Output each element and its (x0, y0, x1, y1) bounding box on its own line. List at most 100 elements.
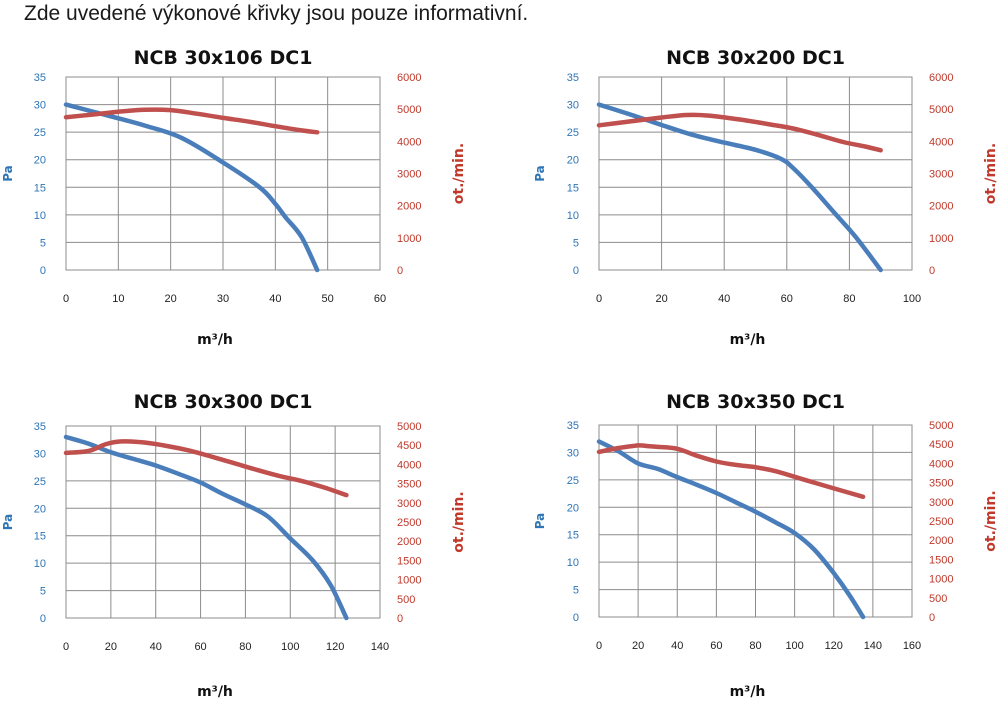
chart-ncb-30x350: NCB 30x350 DC1 0 5 10 15 20 25 30 35 0 500 1000 1500… (533, 391, 999, 700)
y2-tick-label: 5000 (929, 420, 953, 432)
x-tick-label: 100 (281, 641, 299, 653)
x-tick-label: 60 (710, 640, 722, 652)
x-tick-label: 20 (165, 293, 177, 305)
y2-tick-label: 0 (397, 613, 403, 625)
y2-tick-label: 500 (397, 594, 415, 606)
x-tick-label: 140 (864, 640, 882, 652)
y-tick-label: 35 (567, 420, 579, 432)
y-tick-label: 10 (567, 557, 579, 569)
series-line-pressure (596, 102, 883, 273)
y-axis-label: Pa (1, 165, 15, 182)
x-tick-label: 140 (371, 641, 389, 653)
y-tick-label: 0 (573, 612, 579, 624)
x-axis-label: m³/h (730, 684, 766, 700)
chart-title: NCB 30x350 DC1 (666, 391, 845, 413)
y-tick-label: 25 (34, 476, 46, 488)
y2-tick-label: 4500 (397, 440, 421, 452)
y-tick-label: 5 (573, 585, 579, 597)
y2-tick-label: 6000 (397, 72, 421, 84)
y-axis-label: Pa (533, 165, 547, 182)
y2-tick-label: 3000 (397, 498, 421, 510)
y-tick-label: 35 (34, 72, 46, 84)
y2-axis-label: ot./min. (983, 143, 999, 204)
y2-tick-label: 1000 (397, 575, 421, 587)
x-tick-label: 80 (749, 640, 761, 652)
x-tick-label: 80 (843, 293, 855, 305)
y2-tick-label: 6000 (929, 72, 953, 84)
y2-tick-label: 0 (397, 265, 403, 277)
chart-ncb-30x300: NCB 30x300 DC105101520253035050010001500… (1, 391, 467, 700)
y-tick-label: 5 (573, 237, 579, 249)
y2-axis-label: ot./min. (451, 491, 467, 552)
y2-tick-label: 500 (929, 593, 947, 605)
y-tick-label: 30 (567, 447, 579, 459)
y2-tick-label: 1500 (397, 555, 421, 567)
x-axis-label: m³/h (197, 332, 233, 348)
x-tick-label: 40 (718, 293, 730, 305)
x-tick-label: 60 (194, 641, 206, 653)
x-tick-label: 50 (322, 293, 334, 305)
y2-tick-label: 4000 (397, 136, 421, 148)
y2-tick-label: 4000 (929, 136, 953, 148)
y2-tick-label: 2000 (397, 201, 421, 213)
y-tick-label: 20 (34, 503, 46, 515)
x-tick-label: 160 (903, 640, 921, 652)
x-axis-label: m³/h (730, 332, 766, 348)
x-tick-label: 120 (326, 641, 344, 653)
x-tick-label: 40 (150, 641, 162, 653)
y2-tick-label: 3000 (397, 169, 421, 181)
y2-tick-label: 4000 (397, 459, 421, 471)
y-tick-label: 5 (40, 586, 46, 598)
y-tick-label: 0 (40, 613, 46, 625)
series-line-rpm (596, 112, 883, 153)
y-tick-label: 25 (567, 475, 579, 487)
y2-tick-label: 3500 (397, 479, 421, 491)
y-tick-label: 25 (567, 127, 579, 139)
y2-tick-label: 0 (929, 265, 935, 277)
plot-area (598, 424, 913, 618)
y2-tick-label: 0 (929, 612, 935, 624)
y-tick-label: 30 (34, 448, 46, 460)
x-tick-label: 100 (903, 293, 921, 305)
y-tick-label: 20 (567, 155, 579, 167)
x-tick-label: 20 (632, 640, 644, 652)
y2-tick-label: 2000 (397, 536, 421, 548)
y-tick-label: 5 (40, 237, 46, 249)
chart-ncb-30x106: NCB 30x106 DC105101520253035010002000300… (1, 47, 467, 348)
y-tick-label: 0 (40, 265, 46, 277)
y2-tick-label: 2000 (929, 535, 953, 547)
chart-title: NCB 30x200 DC1 (666, 47, 845, 69)
y-tick-label: 10 (34, 558, 46, 570)
y2-tick-label: 4500 (929, 439, 953, 451)
y2-tick-label: 1000 (929, 574, 953, 586)
x-tick-label: 100 (785, 640, 803, 652)
plot-area (598, 76, 913, 271)
y2-tick-label: 2500 (929, 516, 953, 528)
y-tick-label: 35 (567, 72, 579, 84)
plot-area (65, 76, 381, 271)
x-tick-label: 60 (374, 293, 386, 305)
y-tick-label: 10 (567, 210, 579, 222)
y2-tick-label: 3500 (929, 478, 953, 490)
x-tick-label: 0 (63, 641, 69, 653)
x-tick-label: 80 (239, 641, 251, 653)
y2-tick-label: 5000 (397, 104, 421, 116)
series-line-pressure (596, 439, 866, 620)
x-tick-label: 40 (671, 640, 683, 652)
y-tick-label: 30 (567, 100, 579, 112)
series-line-rpm (63, 107, 320, 135)
x-tick-label: 20 (655, 293, 667, 305)
y2-tick-label: 3000 (929, 497, 953, 509)
y2-tick-label: 1000 (397, 233, 421, 245)
x-tick-label: 30 (217, 293, 229, 305)
x-tick-label: 40 (269, 293, 281, 305)
y2-tick-label: 1500 (929, 554, 953, 566)
y-tick-label: 0 (573, 265, 579, 277)
x-tick-label: 120 (825, 640, 843, 652)
y2-tick-label: 2000 (929, 201, 953, 213)
y-axis-label: Pa (533, 513, 547, 530)
chart-title: NCB 30x106 DC1 (134, 47, 313, 69)
y-tick-label: 15 (567, 530, 579, 542)
y-tick-label: 35 (34, 421, 46, 433)
y2-tick-label: 1000 (929, 233, 953, 245)
